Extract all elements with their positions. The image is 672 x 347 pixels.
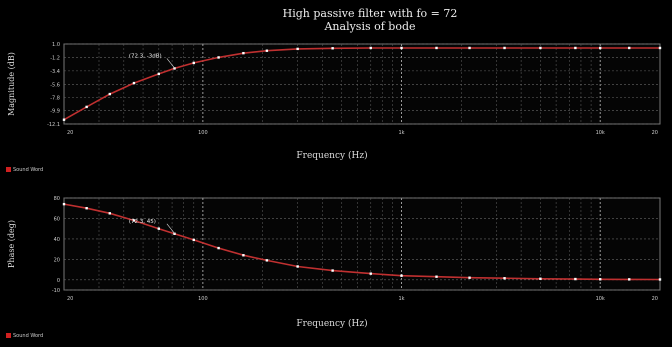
y-tick-label: -3.4 <box>50 69 60 75</box>
chart-title: High passive filter with fo = 72 <box>282 7 458 20</box>
data-point <box>157 227 160 230</box>
data-point <box>598 46 602 50</box>
y-tick-label: -7.8 <box>50 96 60 102</box>
x-tick-label: 1k <box>398 130 404 136</box>
x-tick-label: 20 <box>67 296 73 302</box>
data-point <box>400 274 403 277</box>
data-point <box>628 278 631 281</box>
data-point <box>435 275 438 278</box>
y-tick-label: -5.6 <box>50 82 60 88</box>
data-point <box>265 49 269 52</box>
data-point <box>400 46 403 50</box>
data-point <box>85 105 88 109</box>
phase-legend: Sound Word <box>6 333 43 339</box>
y-tick-label: 20 <box>54 257 60 263</box>
y-tick-label: -12.1 <box>47 122 60 128</box>
plot-frame <box>63 197 661 291</box>
data-point <box>369 46 372 50</box>
data-point <box>574 46 577 50</box>
y-tick-label: -1.2 <box>50 55 60 61</box>
data-point <box>108 92 111 96</box>
annotation-leader <box>166 223 176 234</box>
x-tick-label: 20 <box>67 130 73 136</box>
data-point <box>503 277 506 280</box>
data-point <box>369 272 372 275</box>
x-tick-label: 20 <box>652 130 658 136</box>
data-point <box>658 278 662 281</box>
x-tick-label: 10k <box>596 296 605 302</box>
data-point <box>157 72 160 76</box>
x-tick-label: 100 <box>198 296 208 302</box>
x-tick-label: 1k <box>398 296 404 302</box>
data-point <box>192 61 195 65</box>
y-tick-label: 40 <box>54 237 60 243</box>
magnitude-chart: 1.0 -1.2 -3.4 -5.6 -7.8 -9.9 -12.1 20 100 1k 10k 20… <box>7 42 662 161</box>
x-tick-label: 100 <box>198 130 208 136</box>
data-point <box>296 47 299 51</box>
data-point <box>217 56 220 59</box>
legend-swatch <box>6 333 11 338</box>
data-point <box>658 46 662 50</box>
legend-swatch <box>6 167 11 172</box>
y-tick-label: 0 <box>57 278 60 284</box>
x-axis-label: Frequency (Hz) <box>296 318 367 329</box>
data-point <box>574 277 577 281</box>
data-point <box>192 238 195 242</box>
x-tick-label: 20 <box>652 296 658 302</box>
data-point <box>468 276 471 279</box>
phase-chart: 80 60 40 20 0 -10 20 100 1k 10k 20 Frequency (Hz) Ph… <box>7 196 662 329</box>
data-point <box>217 246 220 250</box>
legend-label: Sound Word <box>13 333 44 339</box>
chart-subtitle: Analysis of bode <box>324 20 416 33</box>
x-axis-label: Frequency (Hz) <box>296 150 367 161</box>
data-point <box>539 277 542 280</box>
data-point <box>242 254 245 257</box>
x-tick-label: 10k <box>596 130 605 136</box>
data-point <box>85 207 88 210</box>
series-line <box>63 203 661 281</box>
data-point <box>539 46 542 50</box>
data-point <box>62 202 66 206</box>
data-point <box>435 46 438 50</box>
y-axis-label: Magnitude (dB) <box>7 52 16 116</box>
y-tick-label: -9.9 <box>50 109 60 115</box>
data-point <box>132 219 136 222</box>
series-line <box>63 47 660 121</box>
data-point <box>331 269 334 272</box>
data-point <box>296 265 299 268</box>
y-tick-label: 1.0 <box>52 42 60 48</box>
y-tick-label: 80 <box>54 196 60 202</box>
data-point <box>598 278 602 281</box>
data-point <box>468 46 471 50</box>
data-point <box>242 51 245 55</box>
annotation-leader <box>166 58 176 69</box>
magnitude-legend: Sound Word <box>6 167 43 173</box>
data-point <box>62 118 66 121</box>
y-axis-label: Phase (deg) <box>7 220 16 268</box>
annotation-label: (72.3, 45) <box>129 219 156 225</box>
data-point <box>108 212 111 215</box>
data-point <box>503 46 506 50</box>
data-point <box>331 47 334 50</box>
data-point <box>132 81 136 85</box>
y-tick-label: -10 <box>52 288 60 294</box>
data-point <box>265 259 269 262</box>
data-point <box>628 46 631 50</box>
annotation-label: (72.3, -3dB) <box>129 53 162 59</box>
y-tick-label: 60 <box>54 216 60 222</box>
legend-label: Sound Word <box>13 167 44 173</box>
